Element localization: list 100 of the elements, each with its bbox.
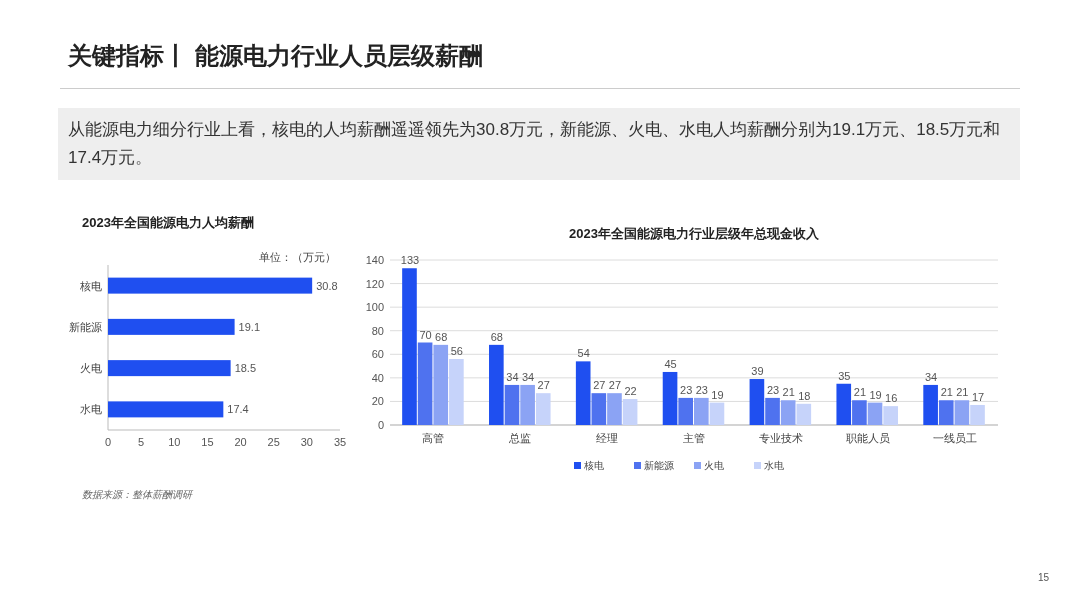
data-label: 27 [537,379,550,392]
bar [108,277,313,294]
bar [694,397,709,425]
x-tick-label: 15 [201,436,214,448]
bar [108,318,235,335]
data-label: 17 [971,390,985,403]
y-tick-label: 80 [371,324,384,337]
data-label: 23 [695,383,708,396]
data-label: 17.4 [227,403,249,416]
bar [780,400,796,425]
y-tick-label: 火电 [80,362,102,375]
bar [836,383,852,425]
chart-title: 2023年全国能源电力人均薪酬 [82,215,254,230]
text: 单位：（万元） [259,251,336,263]
data-label: 34 [521,370,535,383]
bar [954,400,970,425]
bar [678,397,693,425]
x-tick-label: 5 [138,436,145,448]
y-tick-label: 120 [365,277,384,290]
y-tick-label: 新能源 [69,320,102,333]
y-tick-label: 100 [365,301,384,314]
bar [662,371,678,425]
bar [489,344,504,425]
data-label: 56 [450,345,464,357]
legend-label: 核电 [583,460,604,471]
data-label: 133 [400,254,420,267]
text: 关键指标丨 能源电力行业人员层级薪酬 [68,41,483,71]
data-label: 21 [853,386,867,399]
data-label: 22 [624,385,637,398]
bar [402,268,417,425]
data-label: 16 [885,392,898,405]
x-tick-label: 10 [168,436,181,448]
y-tick-label: 40 [371,371,384,384]
x-tick-label: 高管 [422,432,445,444]
data-label: 39 [751,365,764,378]
bar [504,384,520,425]
bar [883,406,898,425]
data-label: 21 [956,386,969,399]
data-label: 18 [798,389,811,402]
bar [108,401,224,418]
y-tick-label: 核电 [79,279,102,292]
y-tick-label: 140 [365,254,384,266]
bar [867,402,883,425]
data-label: 27 [608,379,622,392]
data-label: 68 [490,330,503,343]
bar [591,393,607,425]
y-tick-label: 60 [371,348,384,361]
x-tick-label: 35 [333,436,347,448]
data-label: 45 [664,357,677,370]
data-label: 30.8 [316,279,338,292]
bar [622,399,638,425]
bar [796,403,812,425]
x-tick-label: 0 [104,436,112,448]
x-tick-label: 总监 [508,432,532,444]
x-tick-label: 20 [234,436,247,448]
data-label: 19.1 [238,320,261,333]
data-label: 54 [577,347,590,360]
legend-label: 新能源 [644,460,674,471]
data-label: 21 [940,386,953,399]
bar [433,344,449,425]
data-label: 21 [782,386,795,399]
bar [449,359,464,425]
x-tick-label: 25 [267,436,280,448]
y-tick-label: 0 [377,419,384,431]
legend-label: 水电 [764,460,784,471]
data-label: 27 [593,379,606,392]
x-tick-label: 30 [300,436,313,448]
data-label: 19 [711,388,724,401]
y-tick-label: 水电 [80,403,102,416]
data-label: 23 [680,383,693,396]
bar [108,360,231,377]
data-label: 23 [766,383,780,396]
x-tick-label: 主管 [683,432,705,444]
x-tick-label: 经理 [596,432,619,444]
legend-label: 火电 [704,460,724,471]
data-label: 70 [419,328,432,341]
x-tick-label: 职能人员 [845,432,890,444]
source-note: 数据来源：整体薪酬调研 [82,489,194,500]
y-tick-label: 20 [371,395,384,408]
data-label: 34 [924,370,938,383]
bar [709,402,725,425]
bar [970,404,985,425]
bar [575,361,591,425]
bar [852,400,867,425]
bar [923,384,938,425]
text: 15 [1038,572,1050,583]
data-label: 35 [838,369,851,382]
chart-title: 2023年全国能源电力行业层级年总现金收入 [569,226,820,241]
bar [520,384,535,425]
bar [535,393,551,425]
bar [938,400,954,425]
x-tick-label: 一线员工 [932,432,977,444]
bar [607,393,622,425]
data-label: 18.5 [234,362,257,375]
data-label: 68 [435,330,448,343]
x-tick-label: 专业技术 [758,432,803,444]
bar [765,397,780,425]
text: 从能源电力细分行业上看，核电的人均薪酬遥遥领先为30.8万元，新能源、火电、水电人均薪酬分别为19.1万元、18.5万元和17.4万元。 [58,108,1020,180]
bar [749,379,765,425]
bar [417,342,433,425]
